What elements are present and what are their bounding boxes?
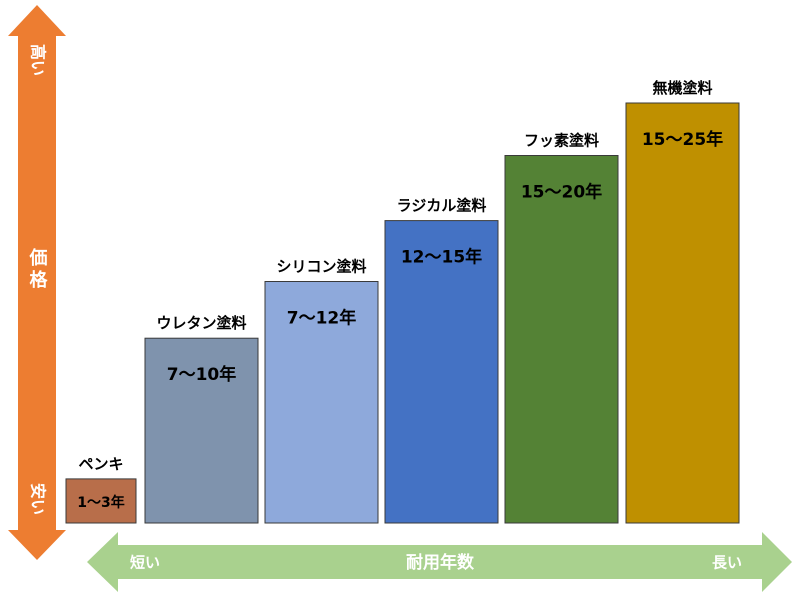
bar-6 xyxy=(625,102,740,524)
x-axis-left-label: 短い xyxy=(130,554,160,572)
category-label-4: ラジカル塗料 xyxy=(397,197,487,215)
value-label-4: 12～15年 xyxy=(401,247,482,268)
bar-4 xyxy=(384,220,499,524)
x-axis-middle-label: 耐用年数 xyxy=(406,552,475,573)
value-label-5: 15～20年 xyxy=(521,182,602,203)
y-axis-top-label: 高い xyxy=(29,44,48,76)
bar-3 xyxy=(264,281,379,524)
value-label-1: 1～3年 xyxy=(77,494,124,511)
y-axis-middle-label: 価格 xyxy=(27,247,49,292)
bars-group: ペンキ 1～3年 ウレタン塗料 7～10年 シリコン塗料 7～12年 ラジカル塗料 12～15… xyxy=(65,79,740,524)
value-label-3: 7～12年 xyxy=(287,308,357,329)
value-label-2: 7～10年 xyxy=(167,364,237,385)
bar-1 xyxy=(65,478,137,524)
value-label-6: 15～25年 xyxy=(642,129,723,150)
category-label-2: ウレタン塗料 xyxy=(156,314,246,332)
bar-2 xyxy=(144,337,259,524)
category-label-3: シリコン塗料 xyxy=(276,258,366,276)
bar-5 xyxy=(504,155,619,524)
category-label-6: 無機塗料 xyxy=(652,79,712,97)
category-label-5: フッ素塗料 xyxy=(524,132,599,150)
x-axis-right-label: 長い xyxy=(712,554,742,572)
category-label-1: ペンキ xyxy=(78,455,123,473)
y-axis-arrow xyxy=(8,5,66,560)
y-axis-arrow-group: 高い 価格 安い xyxy=(8,5,66,560)
x-axis-arrow xyxy=(87,532,792,592)
x-axis-arrow-group: 短い 耐用年数 長い xyxy=(87,532,792,592)
y-axis-bottom-label: 安い xyxy=(29,483,48,515)
